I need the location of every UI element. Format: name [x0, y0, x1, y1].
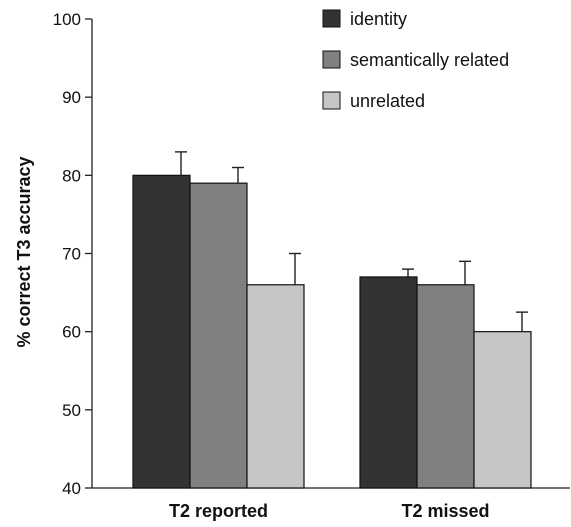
- y-tick-label-90: 90: [62, 88, 81, 107]
- y-tick-label-80: 80: [62, 166, 81, 185]
- category-label-1: T2 reported: [169, 501, 268, 521]
- bar-semantically-related-1: [189, 182, 248, 489]
- y-tick-label-70: 70: [62, 245, 81, 264]
- y-tick-label-40: 40: [62, 479, 81, 498]
- y-axis-title: % correct T3 accuracy: [14, 156, 34, 347]
- legend-label-unrelated: unrelated: [350, 91, 425, 111]
- legend-label-semantically-related: semantically related: [350, 50, 509, 70]
- bar-unrelated-2: [473, 331, 532, 489]
- legend-swatch-semantically-related: [322, 50, 341, 69]
- plot-area: 40 50 60 70 80 90 100 T2 reported T2 missed: [53, 10, 570, 521]
- category-label-2: T2 missed: [401, 501, 489, 521]
- legend-label-identity: identity: [350, 9, 407, 29]
- y-tick-label-60: 60: [62, 323, 81, 342]
- legend-swatch-unrelated: [322, 91, 341, 110]
- bar-identity-2: [359, 276, 418, 489]
- y-tick-label-100: 100: [53, 10, 81, 29]
- legend-swatch-identity: [322, 9, 341, 28]
- bar-identity-1: [132, 174, 191, 489]
- bar-semantically-related-2: [416, 284, 475, 489]
- legend: identity semantically related unrelated: [322, 9, 509, 111]
- bar-unrelated-1: [246, 284, 305, 489]
- y-tick-label-50: 50: [62, 401, 81, 420]
